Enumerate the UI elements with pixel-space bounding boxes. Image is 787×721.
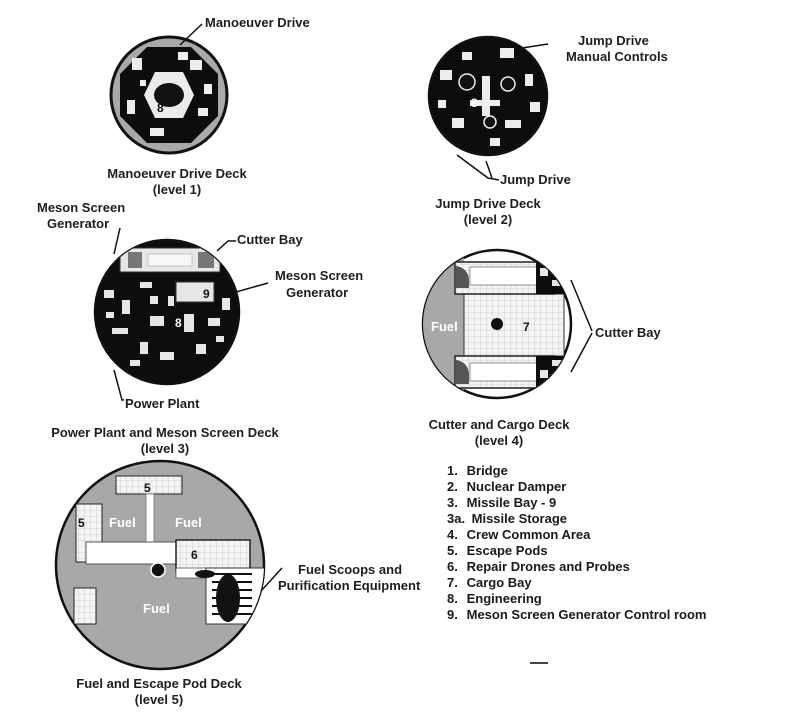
deck-2-drive-node-bottom bbox=[483, 115, 497, 129]
deck-2-callout-jump-drive-top: Jump Drive bbox=[578, 33, 649, 48]
deck-2-leader-jump-drive-a bbox=[456, 154, 500, 181]
deck-3-callout-meson-screen-left: Meson Screen bbox=[37, 200, 125, 215]
deck-4-lift-shaft bbox=[491, 318, 503, 330]
deck-2-title: Jump Drive Deck bbox=[435, 196, 541, 211]
deck-4-fuel-label: Fuel bbox=[431, 319, 458, 334]
deck-2-drive-node-left bbox=[458, 73, 476, 91]
deck-3-room-9: 9 bbox=[203, 287, 210, 301]
deck-4-level: (level 4) bbox=[475, 433, 523, 448]
room-legend: 1. Bridge 2. Nuclear Damper 3. Missile B… bbox=[447, 463, 706, 623]
deck-1-room-8: 8 bbox=[157, 101, 164, 115]
deck-1-leader-line bbox=[179, 23, 203, 46]
deck-3-level: (level 3) bbox=[141, 441, 189, 456]
deck-2-level: (level 2) bbox=[464, 212, 512, 227]
deck-5-repair-drones-bay bbox=[175, 539, 251, 573]
legend-item: 7. Cargo Bay bbox=[447, 575, 532, 590]
deck-2-leader-jump-drive-b bbox=[485, 160, 493, 179]
deck-3-callout-meson-screen-right: Meson Screen bbox=[275, 268, 363, 283]
deck-2-callout-manual-controls: Manual Controls bbox=[566, 49, 668, 64]
deck-5-fuel-label-bottom: Fuel bbox=[143, 601, 170, 616]
deck-4-cutter-cargo: Fuel 7 Cutter Bay Cutter and Cargo Deck … bbox=[421, 248, 662, 448]
deck-4-callout-cutter-bay: Cutter Bay bbox=[595, 325, 662, 340]
deck-4-title: Cutter and Cargo Deck bbox=[429, 417, 571, 432]
deck-3-callout-power-plant: Power Plant bbox=[125, 396, 200, 411]
deck-5-level: (level 5) bbox=[135, 692, 183, 707]
legend-item: 6. Repair Drones and Probes bbox=[447, 559, 630, 574]
deck-3-room-8: 8 bbox=[175, 316, 182, 330]
deck-1-manoeuver-drive: 8 Manoeuver Drive Manoeuver Drive Deck (… bbox=[107, 15, 309, 197]
deck-3-callout-cutter-bay: Cutter Bay bbox=[237, 232, 304, 247]
deck-2-drive-node-right bbox=[500, 76, 516, 92]
deck-2-leader-manual-controls bbox=[521, 43, 549, 49]
deck-4-leader-cutter-bottom bbox=[570, 332, 593, 373]
deck-5-fuel-label-left: Fuel bbox=[109, 515, 136, 530]
deck-3-callout-generator-right: Generator bbox=[286, 285, 348, 300]
deck-3-leader-cutter-bay bbox=[216, 240, 236, 252]
legend-item: 5. Escape Pods bbox=[447, 543, 548, 558]
deck-5-escape-pods-lower bbox=[73, 587, 97, 625]
deck-5-fuel-label-right: Fuel bbox=[175, 515, 202, 530]
deck-5-room-5-top: 5 bbox=[144, 481, 151, 495]
legend-item: 1. Bridge bbox=[447, 463, 508, 478]
legend-item: 8. Engineering bbox=[447, 591, 542, 606]
deck-5-callout-fuel-scoops: Fuel Scoops and bbox=[298, 562, 402, 577]
deck-1-title: Manoeuver Drive Deck bbox=[107, 166, 247, 181]
legend-item: 4. Crew Common Area bbox=[447, 527, 591, 542]
deck-5-leader-fuel-scoops bbox=[260, 567, 283, 592]
legend-item: 2. Nuclear Damper bbox=[447, 479, 567, 494]
deck-5-room-5-left: 5 bbox=[78, 516, 85, 530]
deck-2-jump-drive: 8 Jump Drive Manual Controls Jump Drive … bbox=[427, 33, 668, 227]
deck-1-level: (level 1) bbox=[153, 182, 201, 197]
deck-2-room-8: 8 bbox=[471, 96, 478, 110]
deck-3-power-plant: 9 8 Meson Screen Generator Cutter Bay Me… bbox=[37, 200, 363, 456]
deck-5-room-6: 6 bbox=[191, 548, 198, 562]
deck-4-cargo-bay bbox=[463, 293, 565, 357]
deck-3-leader-power-plant bbox=[113, 369, 124, 401]
deck-4-leader-cutter-top bbox=[570, 279, 593, 332]
legend-item: 3. Missile Bay - 9 bbox=[447, 495, 557, 510]
deck-5-callout-purification: Purification Equipment bbox=[278, 578, 421, 593]
deck-4-room-7: 7 bbox=[523, 320, 530, 334]
deck-5-lift-shaft bbox=[150, 562, 166, 578]
deck-3-leader-meson-screen-left bbox=[113, 227, 121, 255]
deck-2-callout-jump-drive: Jump Drive bbox=[500, 172, 571, 187]
deck-3-callout-generator-left: Generator bbox=[47, 216, 109, 231]
deck-5-purification-tank bbox=[216, 574, 240, 622]
deck-3-meson-control-room bbox=[175, 281, 215, 303]
legend-item: 3a. Missile Storage bbox=[447, 511, 567, 526]
legend-item: 9. Meson Screen Generator Control room bbox=[447, 607, 707, 622]
deck-3-title: Power Plant and Meson Screen Deck bbox=[51, 425, 279, 440]
deck-3-leader-meson-screen-right bbox=[235, 282, 269, 293]
deck-5-title: Fuel and Escape Pod Deck bbox=[76, 676, 242, 691]
deck-5-fuel-escape: 5 5 6 Fuel Fuel Fuel Fuel Scoops and Pur… bbox=[54, 459, 421, 707]
deck-1-callout-manoeuver-drive: Manoeuver Drive bbox=[205, 15, 310, 30]
deck-1-drive-core bbox=[154, 83, 184, 107]
